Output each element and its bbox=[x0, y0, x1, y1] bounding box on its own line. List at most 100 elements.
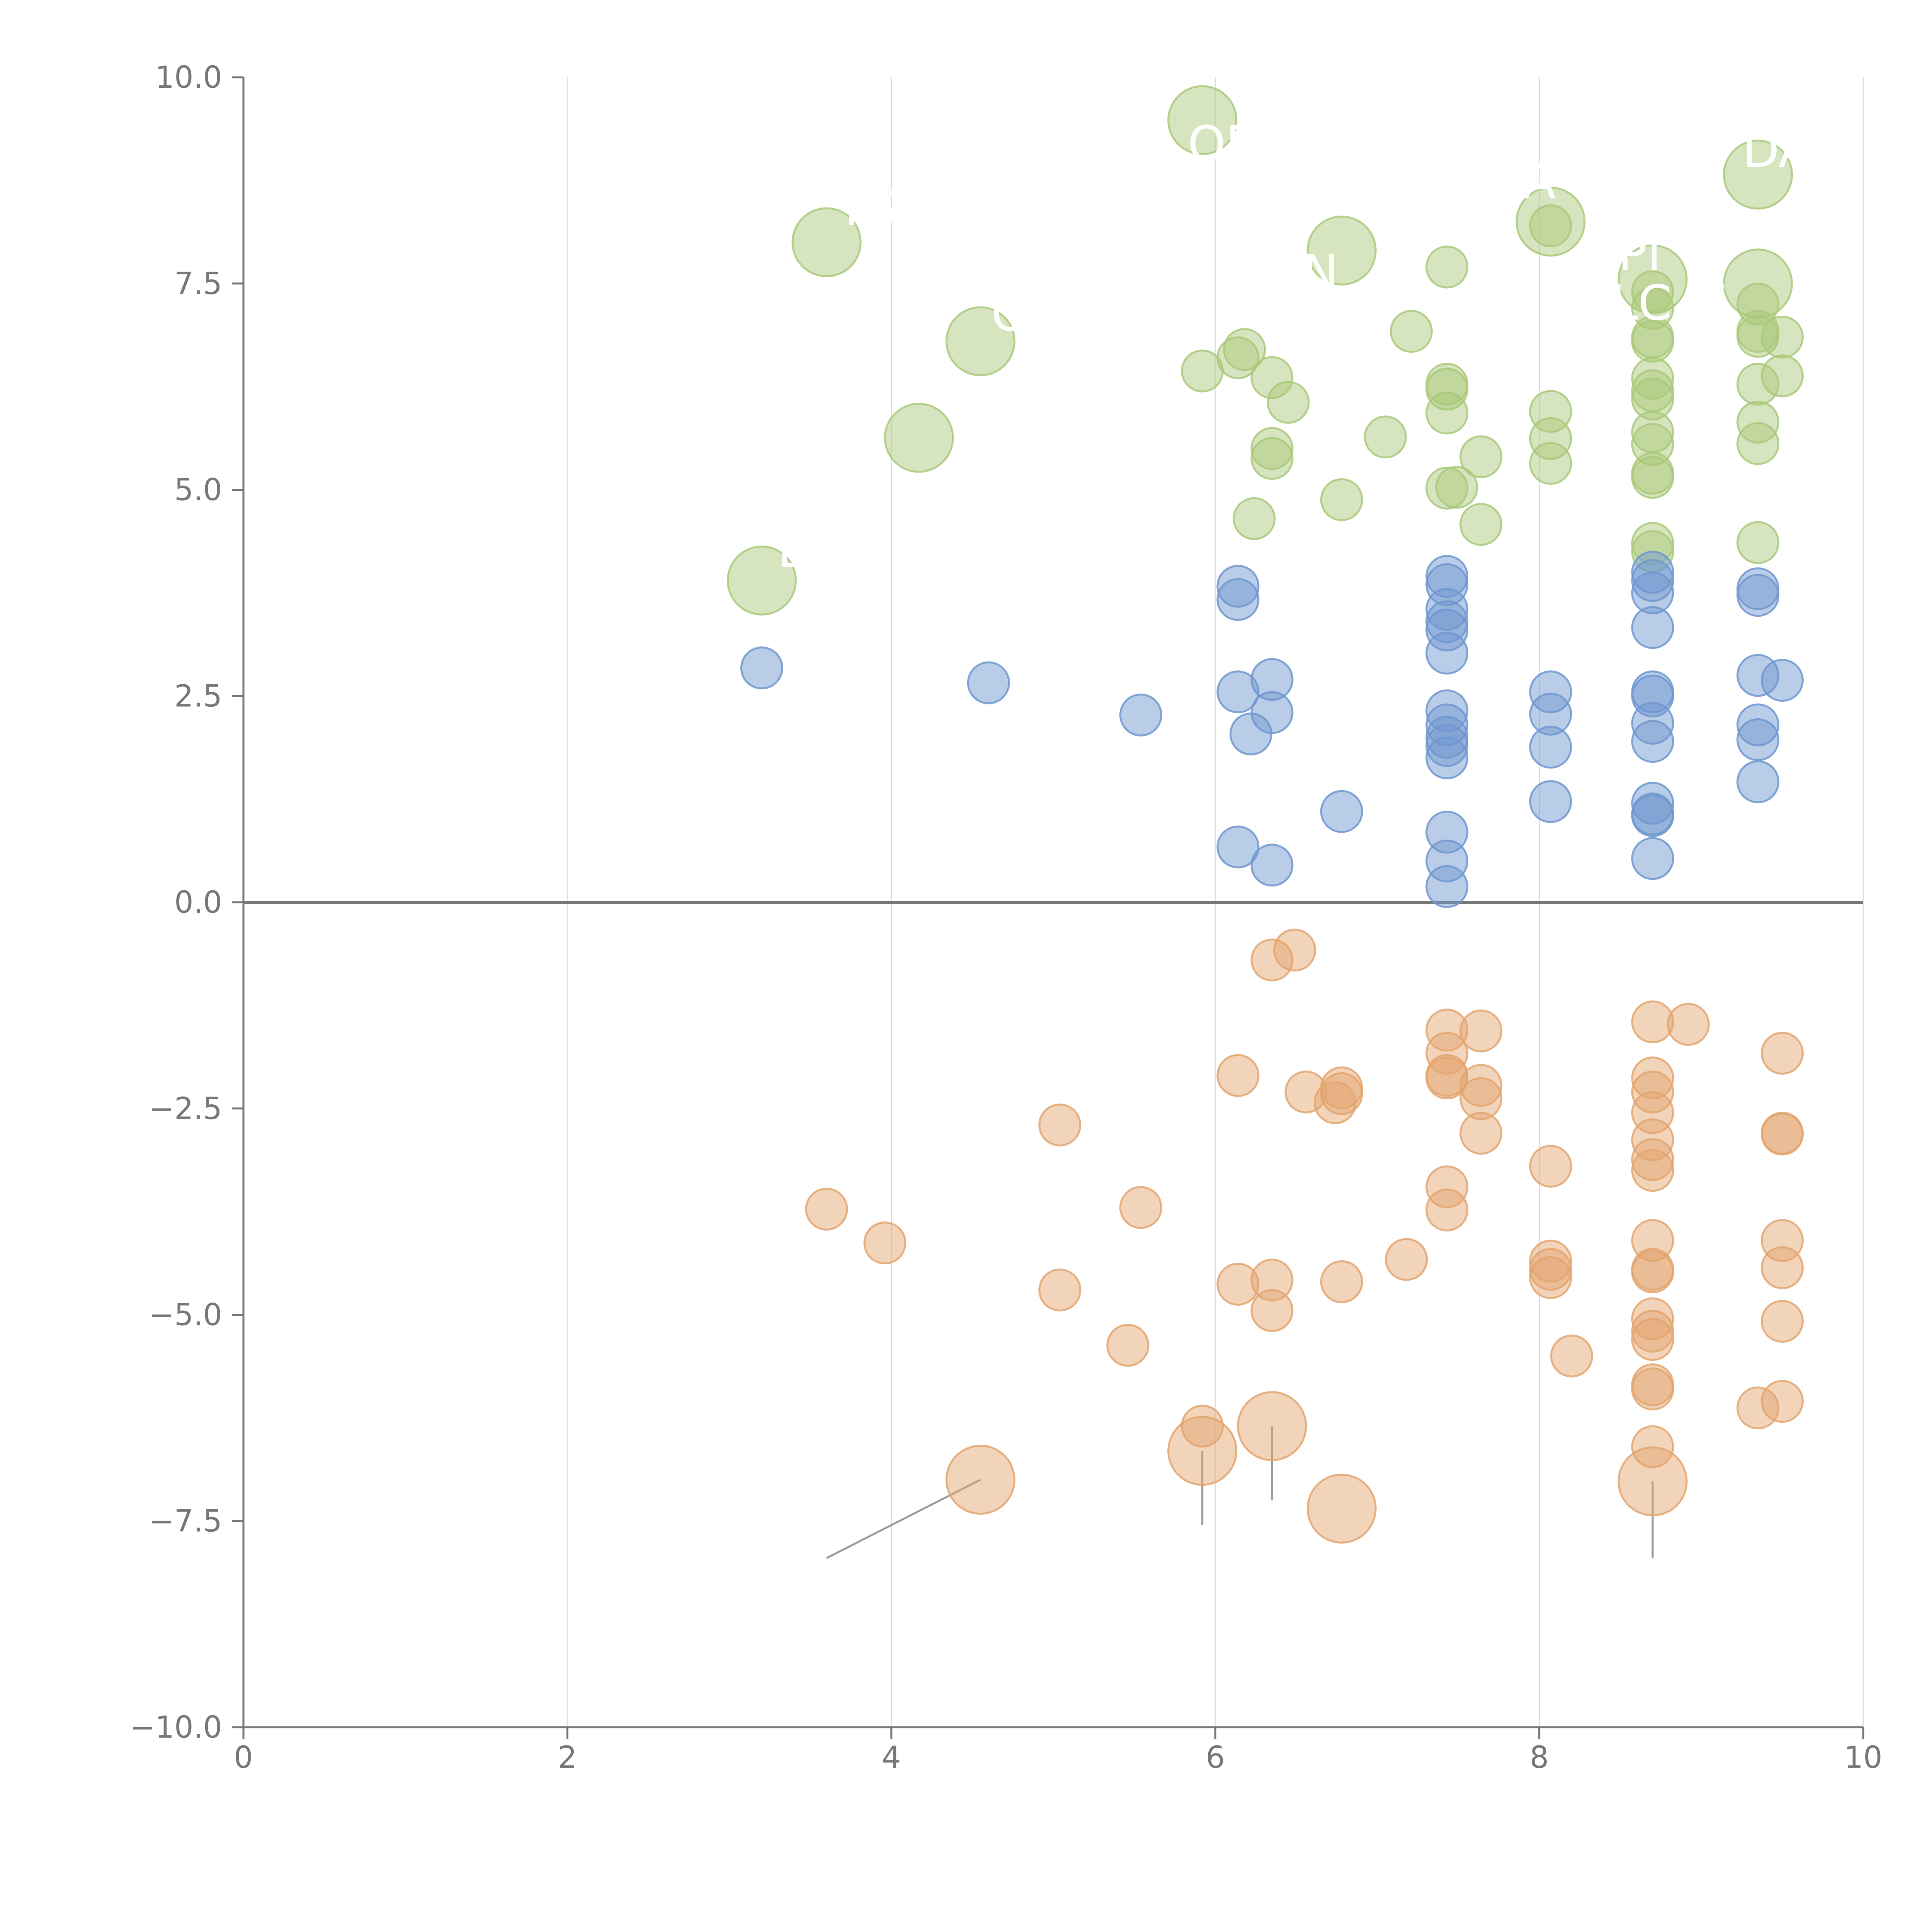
x-tick-label: 0 bbox=[234, 1740, 253, 1775]
y-tick-label: 0.0 bbox=[174, 885, 222, 920]
annotation-leader bbox=[1201, 119, 1225, 146]
green-bubble bbox=[1320, 478, 1363, 521]
annotation-leader bbox=[1709, 282, 1759, 305]
annotation-leader bbox=[980, 314, 1009, 342]
green-bubble bbox=[1216, 336, 1260, 379]
blue-bubble bbox=[1425, 689, 1469, 733]
x-tick-label: 10 bbox=[1844, 1740, 1882, 1775]
blue-bubble bbox=[1119, 693, 1162, 736]
green-bubble bbox=[1250, 356, 1294, 399]
blue-bubble bbox=[1736, 718, 1780, 761]
blue-bubble bbox=[1425, 736, 1469, 779]
green-bubble bbox=[1736, 315, 1780, 358]
orange-bubble bbox=[1631, 1318, 1674, 1361]
green-bubble bbox=[1389, 310, 1433, 353]
annotation-leader bbox=[918, 437, 965, 474]
blue-bubble bbox=[1736, 574, 1780, 617]
annotation-label: A bbox=[1523, 154, 1556, 210]
orange-bubble bbox=[1167, 1416, 1238, 1486]
green-bubble bbox=[1760, 316, 1804, 359]
x-tick-label: 2 bbox=[558, 1740, 577, 1775]
orange-bubble bbox=[1250, 1259, 1294, 1302]
y-tick-label: −10.0 bbox=[130, 1710, 222, 1745]
green-bubble bbox=[1736, 400, 1780, 444]
green-bubble bbox=[1223, 328, 1266, 371]
blue-bubble bbox=[1631, 559, 1674, 602]
annotation-labels: OR DAL A TS PI N LC T C P L MX bbox=[777, 116, 1838, 1614]
orange-bubble bbox=[805, 1187, 848, 1231]
orange-bubble bbox=[945, 1445, 1015, 1515]
orange-bubble bbox=[1459, 1064, 1503, 1107]
orange-bubble bbox=[1425, 1165, 1469, 1209]
y-tick-label: −7.5 bbox=[149, 1504, 222, 1539]
green-bubble bbox=[1425, 466, 1469, 510]
blue-bubble bbox=[1425, 839, 1469, 883]
annotation-leaders bbox=[761, 119, 1791, 1587]
blue-bubble bbox=[1631, 571, 1674, 614]
blue-bubble bbox=[967, 661, 1010, 704]
blue-bubble bbox=[1631, 720, 1674, 763]
orange-bubble bbox=[1216, 1054, 1260, 1097]
green-bubble bbox=[1631, 456, 1674, 499]
orange-bubble bbox=[1273, 929, 1316, 972]
orange-bubble bbox=[1320, 1072, 1363, 1115]
x-tick-label: 8 bbox=[1530, 1740, 1549, 1775]
green-bubble bbox=[1435, 466, 1478, 509]
green-bubble bbox=[1250, 437, 1294, 480]
blue-bubble bbox=[1216, 578, 1260, 621]
blue-bubble bbox=[740, 646, 783, 690]
orange-bubble bbox=[1385, 1238, 1428, 1281]
green-bubble bbox=[1167, 85, 1238, 155]
y-tick-label: 2.5 bbox=[174, 679, 222, 714]
orange-bubble bbox=[1760, 1300, 1804, 1343]
orange-bubble bbox=[1425, 1009, 1469, 1052]
annotation-leader bbox=[1639, 254, 1654, 280]
orange-bubble bbox=[1306, 1473, 1377, 1544]
green-bubble bbox=[791, 207, 862, 277]
green-bubble bbox=[1425, 391, 1469, 435]
green-bubble bbox=[1631, 270, 1674, 313]
green-bubble bbox=[1306, 215, 1377, 286]
green-bubble bbox=[945, 306, 1015, 376]
orange-bubble bbox=[1631, 1149, 1674, 1192]
orange-bubble bbox=[1459, 1077, 1503, 1120]
blue-bubble bbox=[1631, 837, 1674, 880]
orange-bubble bbox=[1631, 1250, 1674, 1293]
green-bubble bbox=[884, 403, 954, 473]
green-bubble bbox=[1529, 417, 1572, 460]
green-bubble bbox=[1425, 245, 1469, 289]
y-tick-label: 5.0 bbox=[174, 473, 222, 508]
orange-bubble bbox=[1425, 1032, 1469, 1075]
green-bubble bbox=[1631, 378, 1674, 421]
blue-bubble bbox=[1250, 658, 1294, 701]
blue-bubble bbox=[1736, 760, 1780, 803]
orange-bubble bbox=[1667, 1003, 1710, 1046]
annotation-label: LC bbox=[1611, 275, 1672, 331]
orange-bubble bbox=[1459, 1009, 1503, 1053]
y-tick-label: 10.0 bbox=[155, 60, 222, 95]
green-bubble bbox=[1364, 415, 1407, 459]
green-bubble bbox=[1233, 497, 1276, 540]
blue-bubble bbox=[1529, 692, 1572, 736]
orange-bubble bbox=[1736, 1386, 1780, 1430]
orange-bubble bbox=[1529, 1145, 1572, 1188]
annotation-label: PI bbox=[1618, 226, 1661, 282]
orange-bubble bbox=[1181, 1405, 1224, 1448]
blue-bubble bbox=[1425, 724, 1469, 767]
blue-bubble bbox=[1631, 782, 1674, 825]
blue-bubble bbox=[1425, 563, 1469, 606]
green-bubble bbox=[1267, 381, 1310, 424]
x-tick-label: 4 bbox=[882, 1740, 901, 1775]
blue-bubble bbox=[1736, 703, 1780, 747]
blue-bubble bbox=[1529, 780, 1572, 823]
green-bubble bbox=[1736, 362, 1780, 406]
annotation-label: DAL bbox=[1742, 122, 1838, 179]
blue-bubble bbox=[1631, 606, 1674, 649]
green-bubble bbox=[726, 545, 797, 616]
blue-bubble bbox=[1631, 794, 1674, 837]
blue-bubble bbox=[1425, 865, 1469, 908]
green-bubble bbox=[1250, 427, 1294, 470]
orange-bubble bbox=[1425, 1188, 1469, 1231]
orange-bubble bbox=[1459, 1112, 1503, 1155]
green-bubble bbox=[1425, 367, 1469, 411]
